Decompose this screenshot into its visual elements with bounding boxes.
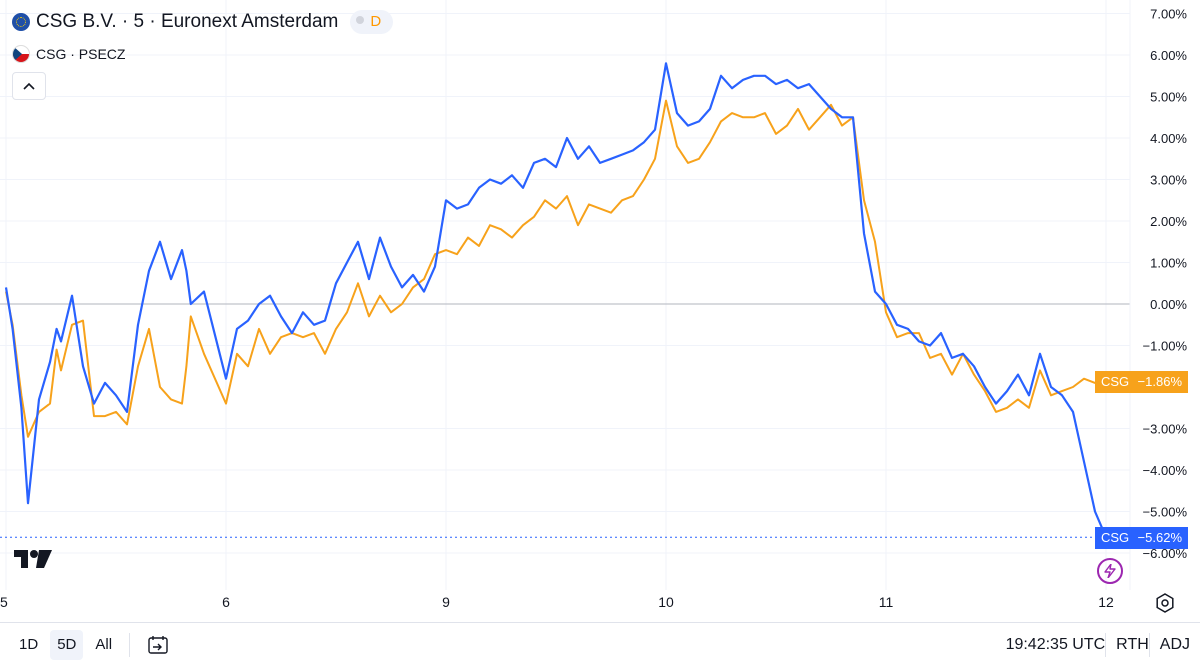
time-axis[interactable]: 5 6 9 10 11 12 (0, 594, 1114, 610)
timeframe-1d-button[interactable]: 1D (19, 636, 39, 653)
legend-main-row[interactable]: CSG B.V. · 5 · Euronext Amsterdam D (12, 10, 394, 34)
interval-badge-label: D (370, 13, 382, 30)
price-tag-orange-label: CSG (1101, 374, 1130, 389)
y-tick-label: −3.00% (1143, 422, 1188, 437)
interval-badge[interactable]: D (350, 10, 394, 34)
y-tick-label: 3.00% (1150, 173, 1187, 188)
x-tick-label: 12 (1098, 594, 1114, 610)
y-tick-label: 6.00% (1150, 48, 1187, 63)
series-line-euronext (4, 62, 1108, 538)
adj-toggle[interactable]: ADJ (1159, 636, 1190, 653)
chevron-up-icon (23, 82, 35, 90)
gear-icon[interactable] (1155, 593, 1175, 618)
toolbar-divider (129, 633, 131, 657)
price-tag-blue-label: CSG (1101, 530, 1130, 545)
y-tick-label: −6.00% (1143, 546, 1188, 561)
timeframe-5d-button[interactable]: 5D (50, 630, 84, 660)
toolbar-divider (1148, 633, 1150, 657)
calendar-goto-icon[interactable] (146, 633, 170, 657)
utc-clock[interactable]: 19:42:35 UTC (1005, 636, 1106, 653)
y-tick-label: −1.00% (1143, 339, 1188, 354)
legend-compare-symbol[interactable]: CSG · PSECZ (36, 46, 126, 62)
y-tick-label: 7.00% (1150, 7, 1187, 22)
price-tag-blue-value: −5.62% (1137, 530, 1182, 545)
chart-canvas[interactable]: 7.00% 6.00% 5.00% 4.00% 3.00% 2.00% 1.00% 0.00%… (0, 0, 1200, 622)
eu-flag-icon (12, 13, 30, 31)
rth-toggle[interactable]: RTH (1116, 636, 1149, 653)
tradingview-logo-icon[interactable] (14, 548, 54, 575)
toolbar-divider (1105, 633, 1107, 657)
price-tag-blue: CSG −5.62% (1095, 527, 1188, 549)
x-tick-label: 5 (0, 594, 8, 610)
y-tick-label: 1.00% (1150, 256, 1187, 271)
toolbar-right: 19:42:35 UTC RTH ADJ (1006, 623, 1190, 667)
x-tick-label: 11 (879, 594, 894, 610)
chart-legend: CSG B.V. · 5 · Euronext Amsterdam D CSG … (12, 10, 394, 66)
x-tick-label: 9 (442, 594, 450, 610)
price-axis[interactable]: 7.00% 6.00% 5.00% 4.00% 3.00% 2.00% 1.00% 0.00%… (1143, 7, 1188, 562)
y-tick-label: 5.00% (1150, 90, 1187, 105)
price-tag-orange: CSG −1.86% (1095, 371, 1188, 393)
legend-main-symbol[interactable]: CSG B.V. · 5 · Euronext Amsterdam (36, 11, 339, 32)
y-tick-label: −4.00% (1143, 463, 1188, 478)
y-tick-label: 4.00% (1150, 131, 1187, 146)
collapse-legend-button[interactable] (12, 72, 46, 100)
y-tick-label: 2.00% (1150, 214, 1187, 229)
series-line-psecz (5, 99, 1104, 438)
y-tick-label: 0.00% (1150, 297, 1187, 312)
grid-lines (0, 0, 1130, 590)
cz-flag-icon (12, 45, 30, 63)
x-tick-label: 6 (222, 594, 230, 610)
bottom-toolbar: 1D 5D All 19:42:35 UTC RTH ADJ (0, 622, 1200, 667)
y-tick-label: −5.00% (1143, 505, 1188, 520)
price-tag-orange-value: −1.86% (1137, 374, 1182, 389)
timeframe-all-button[interactable]: All (95, 636, 113, 653)
legend-compare-row[interactable]: CSG · PSECZ (12, 42, 393, 66)
x-tick-label: 10 (658, 594, 674, 610)
lightning-icon[interactable] (1097, 558, 1123, 584)
series-layer (4, 62, 1108, 538)
